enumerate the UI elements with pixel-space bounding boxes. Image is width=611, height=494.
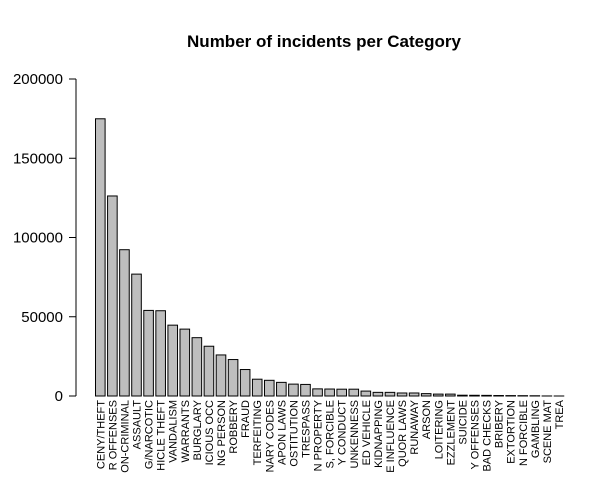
bar <box>191 337 203 397</box>
x-tick-label: EXTORTION <box>506 400 518 464</box>
x-tick-label: SUICIDE <box>457 400 469 445</box>
bars <box>95 118 565 397</box>
bar <box>336 388 347 397</box>
bar <box>360 390 372 397</box>
x-tick-label: E INFLUENCE <box>385 400 397 473</box>
bar <box>300 383 311 397</box>
bar <box>203 345 215 397</box>
x-tick-label: ASSAULT <box>132 400 144 450</box>
bar <box>155 310 166 397</box>
x-tick-label: ARSON <box>421 400 433 439</box>
x-tick-label: VANDALISM <box>168 400 180 463</box>
bar <box>107 195 118 397</box>
x-tick-label: UNKENNESS <box>349 400 361 468</box>
x-tick-label: LOITERING <box>433 400 445 459</box>
x-tick-label: ICIOUS OCC <box>204 400 216 465</box>
y-tick-label: 150000 <box>13 150 63 167</box>
x-tick-label: ON-CRIMINAL <box>119 400 131 473</box>
bar <box>445 393 456 397</box>
bar <box>288 383 299 397</box>
x-tick-label: N PROPERTY <box>313 399 325 471</box>
x-tick-label: GAMBLING <box>530 400 542 458</box>
bar <box>179 328 191 397</box>
x-tick-label: BAD CHECKS <box>482 400 494 472</box>
x-tick-label: R OFFENSES <box>107 400 119 470</box>
x-tick-label: ROBBERY <box>228 399 240 453</box>
bar <box>263 379 275 397</box>
bar <box>167 324 179 397</box>
bar <box>481 394 492 397</box>
bar <box>227 359 239 397</box>
x-tick-label: TERFEITING <box>252 400 264 465</box>
x-tick-label: RUNAWAY <box>409 399 421 454</box>
bar <box>408 392 420 397</box>
x-tick-label: APON LAWS <box>276 400 288 465</box>
y-tick-label: 50000 <box>21 309 63 326</box>
bar <box>469 394 480 397</box>
x-tick-label: SCENE MAT <box>542 400 554 464</box>
bar <box>420 393 432 397</box>
x-tick-label: NG PERSON <box>216 400 228 466</box>
x-tick-label: OSTITUTION <box>288 400 300 467</box>
x-tick-label: TREA <box>554 399 566 429</box>
x-tick-label: G/NARCOTIC <box>144 400 156 469</box>
bar <box>457 394 468 397</box>
x-tick-label: KIDNAPPING <box>373 400 385 468</box>
x-tick-label: Y OFFENSES <box>469 400 481 469</box>
x-tick-label: WARRANTS <box>180 400 192 463</box>
y-axis-ticks: 0 50000 100000 150000 200000 <box>13 71 76 405</box>
x-tick-label: BURGLARY <box>192 399 204 460</box>
x-tick-label: Y CONDUCT <box>337 400 349 465</box>
x-tick-label: EZZLEMENT <box>445 400 457 466</box>
x-tick-label: ED VEHICLE <box>361 400 373 465</box>
bar <box>143 309 154 397</box>
x-tick-label: CENY/THEFT <box>95 400 107 469</box>
x-tick-label: HICLE THEFT <box>156 400 168 471</box>
x-tick-label: BRIBERY <box>494 399 506 448</box>
x-tick-label: N FORCIBLE <box>518 400 530 466</box>
y-tick-label: 100000 <box>13 230 63 247</box>
bar <box>215 354 227 397</box>
x-tick-label: TRESPASS <box>300 400 312 458</box>
y-tick-label: 200000 <box>13 71 63 88</box>
bar <box>131 273 142 397</box>
bar <box>119 249 130 397</box>
x-tick-label: FRAUD <box>240 400 252 438</box>
bar <box>95 118 106 397</box>
bar <box>312 388 323 397</box>
x-tick-label: S, FORCIBLE <box>325 400 337 468</box>
bar <box>239 369 251 397</box>
bar <box>251 378 263 397</box>
x-tick-label: QUOR LAWS <box>397 400 409 467</box>
y-tick-label: 0 <box>55 388 63 405</box>
bar <box>384 391 396 397</box>
x-tick-label: NARY CODES <box>264 400 276 472</box>
chart-title: Number of incidents per Category <box>187 32 461 51</box>
bar <box>276 381 287 397</box>
bar <box>396 392 408 397</box>
bar <box>324 388 335 397</box>
bar <box>372 391 384 397</box>
x-axis-labels: CENY/THEFT R OFFENSES ON-CRIMINAL ASSAULT G/… <box>95 399 566 472</box>
bar <box>348 388 360 397</box>
bar <box>432 393 444 397</box>
